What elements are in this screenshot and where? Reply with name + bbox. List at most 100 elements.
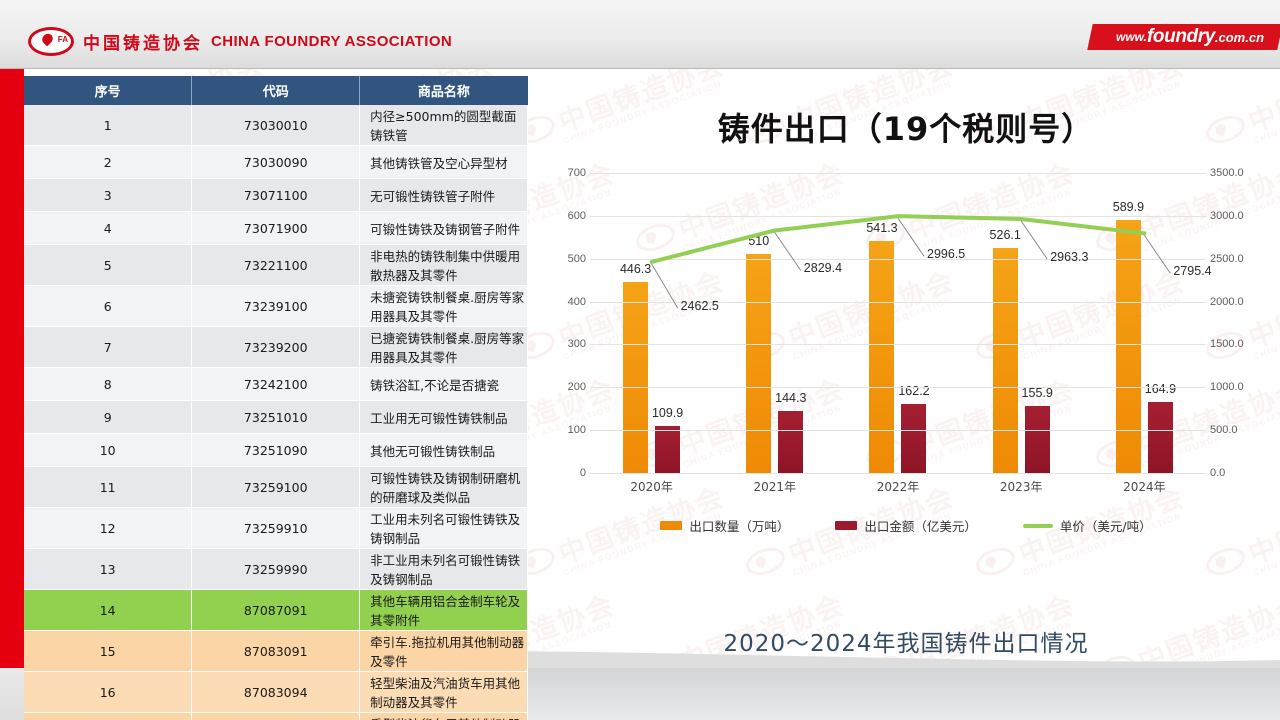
- table-row[interactable]: 5 73221100 非电热的铸铁制集中供暖用散热器及其零件: [24, 244, 528, 286]
- y-tick-left: 600: [567, 209, 586, 222]
- bar-export-quantity[interactable]: 446.3: [620, 262, 651, 473]
- legend-label: 单价（美元/吨）: [1059, 519, 1152, 534]
- grid-line: [590, 387, 1206, 389]
- cell-index: 8: [24, 367, 193, 401]
- chart-legend: 出口数量（万吨） 出口金额（亿美元） 单价（美元/吨）: [532, 516, 1280, 535]
- grid-line: [590, 473, 1206, 474]
- bar-export-value[interactable]: 155.9: [1022, 386, 1053, 473]
- unit-price-value-label: 2996.5: [927, 247, 966, 262]
- bar-value-label: 446.3: [619, 261, 652, 276]
- cell-name: 其他无可锻性铸铁制品: [359, 433, 528, 467]
- cell-name: 重型柴油货车用其他制动器.助力制动及零件: [359, 712, 528, 720]
- table-row[interactable]: 11 73259100 可锻性铸铁及铸钢制研磨机的研磨球及类似品: [24, 466, 528, 508]
- cell-index: 13: [24, 548, 193, 590]
- bar-export-value[interactable]: 109.9: [652, 406, 683, 473]
- table-row[interactable]: 15 87083091 牵引车.拖拉机用其他制动器及零件: [24, 630, 528, 672]
- table-row[interactable]: 6 73239100 未搪瓷铸铁制餐桌.厨房等家用器具及其零件: [24, 285, 528, 327]
- legend-item[interactable]: 出口数量（万吨）: [660, 516, 789, 535]
- legend-swatch: [1022, 523, 1053, 528]
- y-tick-right: 2500.0: [1210, 252, 1244, 265]
- bar-value-label: 144.3: [775, 391, 807, 406]
- legend-item[interactable]: 出口金额（亿美元）: [835, 516, 977, 535]
- bar-value-label: 109.9: [651, 405, 684, 420]
- bar-export-quantity[interactable]: 510: [746, 234, 772, 473]
- bar-value-label: 589.9: [1112, 200, 1145, 215]
- cell-index: 7: [24, 326, 193, 368]
- y-tick-left: 0: [579, 467, 586, 479]
- bar-export-quantity[interactable]: 541.3: [866, 221, 898, 473]
- table-row[interactable]: 8 73242100 铸铁浴缸,不论是否搪瓷: [24, 367, 528, 401]
- cell-name: 轻型柴油及汽油货车用其他制动器及其零件: [359, 671, 528, 713]
- cell-index: 14: [24, 589, 193, 631]
- y-axis-right: 0.0 500.0 1000.0 1500.0 2000.0 2500.0 3000.0 35…: [1210, 167, 1262, 479]
- bar-value-label: 526.1: [989, 227, 1021, 242]
- website-badge[interactable]: www. foundry .com.cn: [1087, 24, 1280, 50]
- cell-code: 87083091: [191, 630, 361, 672]
- chart-plot-area: 0 100 200 300 400 500 600 700 0.0 500.0 1000.0 150…: [552, 167, 1262, 503]
- cell-index: 4: [24, 211, 193, 245]
- y-tick-left: 300: [567, 338, 586, 351]
- bar-group: 541.3 162.2: [836, 173, 959, 473]
- y-tick-right: 3000.0: [1210, 209, 1244, 222]
- cell-name: 无可锻性铸铁管子附件: [359, 178, 528, 212]
- cell-code: 87083094: [191, 671, 361, 713]
- table-row[interactable]: 7 73239200 已搪瓷铸铁制餐桌.厨房等家用器具及其零件: [24, 326, 528, 368]
- table-row[interactable]: 4 73071900 可锻性铸铁及铸钢管子附件: [24, 211, 528, 245]
- table-row[interactable]: 3 73071100 无可锻性铸铁管子附件: [24, 178, 528, 212]
- bar-export-value[interactable]: 144.3: [775, 391, 806, 473]
- cell-index: 3: [24, 178, 193, 212]
- bar-value-label: 510: [748, 234, 770, 249]
- table-row[interactable]: 10 73251090 其他无可锻性铸铁制品: [24, 433, 528, 467]
- table-row[interactable]: 14 87087091 其他车辆用铝合金制车轮及其零附件: [24, 589, 528, 631]
- table-row[interactable]: 1 73030010 内径≥500mm的圆型截面铸铁管: [24, 105, 528, 146]
- bar-export-quantity[interactable]: 526.1: [990, 228, 1021, 473]
- cell-code: 73259990: [191, 548, 361, 590]
- grid-line: [590, 215, 1206, 217]
- y-tick-right: 1500.0: [1210, 338, 1244, 351]
- x-tick-label: 2020年: [630, 480, 673, 494]
- cell-code: 73239200: [191, 326, 361, 368]
- grid-line: [590, 430, 1206, 432]
- bar-value-label: 541.3: [866, 221, 898, 236]
- y-tick-right: 3500.0: [1210, 167, 1244, 179]
- cell-code: 73251090: [191, 433, 361, 467]
- y-tick-left: 200: [567, 381, 586, 394]
- x-axis-labels: 2020年 2021年 2022年 2023年 2024年: [590, 476, 1206, 498]
- table-body: 1 73030010 内径≥500mm的圆型截面铸铁管 2 73030090 其他铸铁管及…: [24, 105, 528, 720]
- bar-export-value[interactable]: 162.2: [898, 384, 930, 473]
- bar-export-value[interactable]: 164.9: [1145, 382, 1176, 473]
- cell-name: 内径≥500mm的圆型截面铸铁管: [359, 105, 528, 146]
- cell-code: 73259910: [191, 507, 361, 549]
- legend-swatch: [835, 521, 858, 530]
- cell-name: 可锻性铸铁及铸钢制研磨机的研磨球及类似品: [359, 466, 528, 508]
- table-row[interactable]: 16 87083094 轻型柴油及汽油货车用其他制动器及其零件: [24, 671, 528, 713]
- table-row[interactable]: 12 73259910 工业用未列名可锻性铸铁及铸钢制品: [24, 507, 528, 549]
- y-tick-left: 100: [567, 424, 586, 437]
- cell-name: 已搪瓷铸铁制餐桌.厨房等家用器具及其零件: [359, 326, 528, 368]
- left-accent-bar: [0, 68, 24, 668]
- table-row[interactable]: 1787083095重型柴油货车用其他制动器.助力制动及零件: [24, 712, 528, 720]
- legend-item[interactable]: 单价（美元/吨）: [1022, 516, 1152, 535]
- cell-code: 73071900: [191, 211, 361, 245]
- bar-group: 510 144.3: [713, 173, 836, 473]
- y-tick-right: 0.0: [1210, 467, 1226, 479]
- x-tick-label: 2024年: [1123, 480, 1166, 494]
- y-axis-left: 0 100 200 300 400 500 600 700: [552, 167, 586, 479]
- bar-value-label: 164.9: [1144, 382, 1177, 397]
- table-row[interactable]: 13 73259990 非工业用未列名可锻性铸铁及铸钢制品: [24, 548, 528, 590]
- cell-name: 非工业用未列名可锻性铸铁及铸钢制品: [359, 548, 528, 590]
- chart-panel: 铸件出口（19个税则号） 0 100 200 300 400 500 600 700 0.0 5…: [532, 68, 1280, 668]
- grid-line: [590, 301, 1206, 303]
- col-header-name: 商品名称: [359, 76, 528, 105]
- cell-index: 17: [24, 712, 193, 720]
- grid-line: [590, 344, 1206, 346]
- website-tld: .com.cn: [1214, 29, 1264, 45]
- cell-name: 其他铸铁管及空心异型材: [359, 145, 528, 179]
- unit-price-value-label: 2963.3: [1050, 250, 1089, 264]
- table-row[interactable]: 2 73030090 其他铸铁管及空心异型材: [24, 145, 528, 179]
- cell-code: 73251010: [191, 400, 361, 434]
- cell-index: 16: [24, 671, 193, 713]
- table-row[interactable]: 9 73251010 工业用无可锻性铸铁制品: [24, 400, 528, 434]
- y-tick-left: 500: [567, 252, 586, 265]
- chart-title: 铸件出口（19个税则号）: [717, 110, 1095, 148]
